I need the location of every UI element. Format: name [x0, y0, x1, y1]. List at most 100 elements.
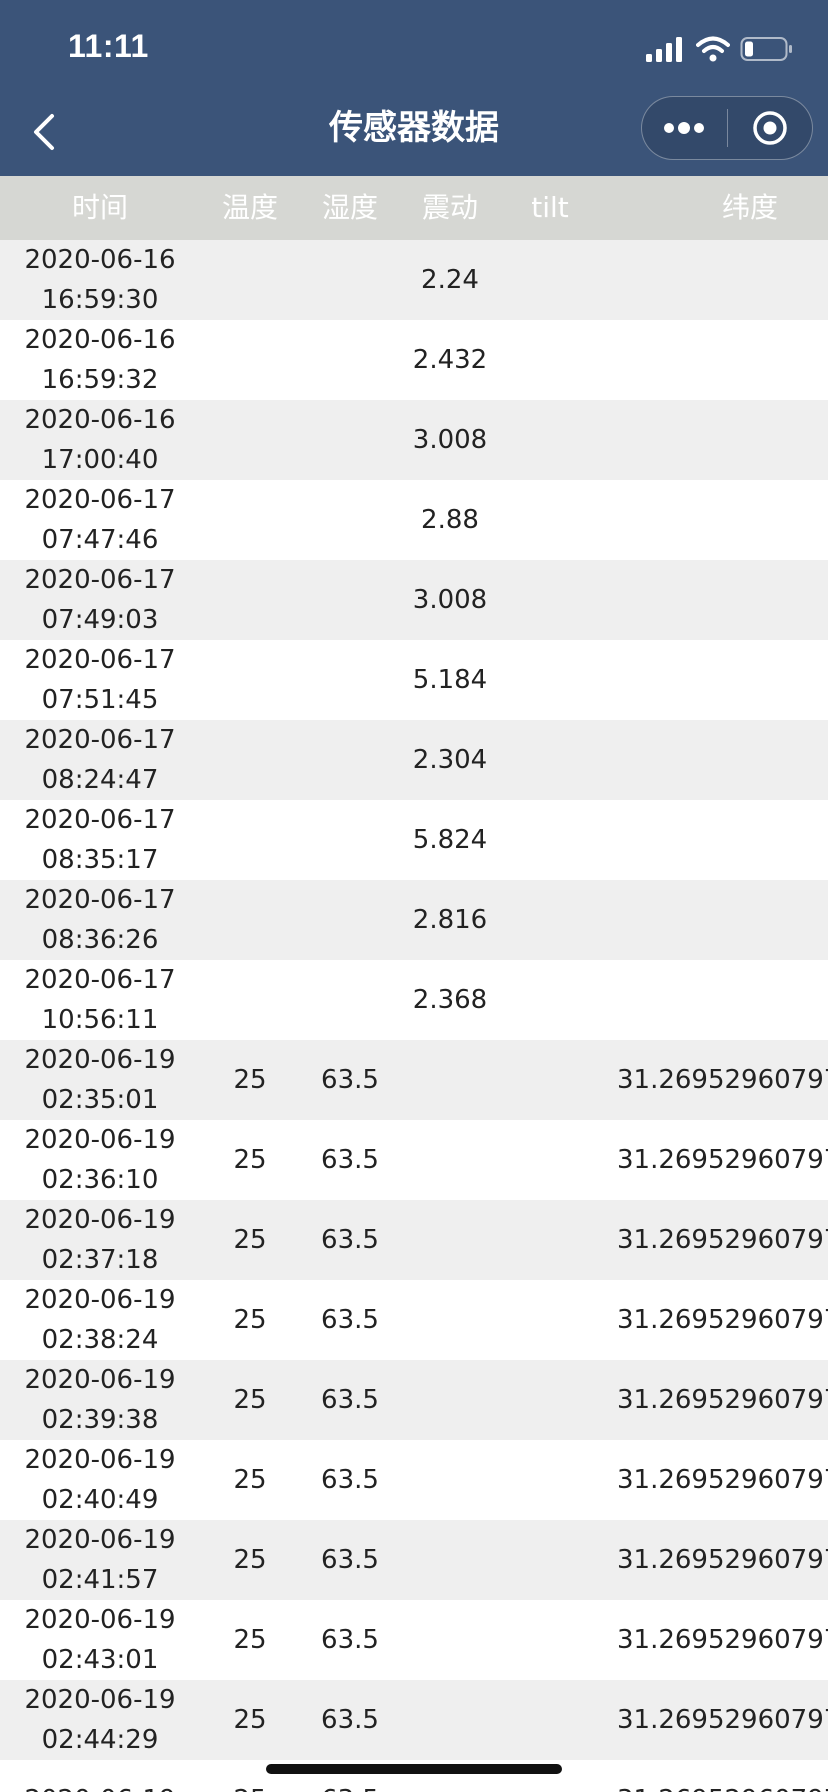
cell-tilt: [505, 1600, 595, 1680]
close-button[interactable]: [728, 97, 813, 159]
cell-time: 2020-06-17 07:49:03: [0, 560, 200, 640]
cell-date: 2020-06-19: [24, 1780, 175, 1792]
cell-vibration: 2.368: [412, 985, 488, 1015]
cell-latitude: [617, 240, 828, 320]
cell-latitude: 31.269529607971: [617, 1705, 828, 1735]
cell-date: 2020-06-19: [24, 1525, 176, 1555]
table-row[interactable]: 2020-06-19 02:37:18 25 63.5 31.269529607971: [0, 1200, 828, 1280]
table-row[interactable]: 2020-06-19 02:41:57 25 63.5 31.269529607971: [0, 1520, 828, 1600]
cell-time: 2020-06-16 17:00:40: [0, 400, 200, 480]
table-row[interactable]: 2020-06-16 16:59:32 2.432: [0, 320, 828, 400]
table-row[interactable]: 2020-06-17 08:24:47 2.304: [0, 720, 828, 800]
table-row[interactable]: 2020-06-17 10:56:11 2.368: [0, 960, 828, 1040]
home-indicator[interactable]: [266, 1764, 562, 1774]
header-latitude[interactable]: 纬度: [721, 191, 778, 224]
cell-latitude: 31.269529607971: [617, 1465, 828, 1495]
cell-latitude: [617, 960, 828, 1040]
cell-time: 2020-06-19 02:43:01: [0, 1600, 200, 1680]
table-row[interactable]: 2020-06-19 02:35:01 25 63.5 31.269529607971: [0, 1040, 828, 1120]
table-row[interactable]: 2020-06-19 02:39:38 25 63.5 31.269529607971: [0, 1360, 828, 1440]
cell-tilt: [505, 1120, 595, 1200]
header-humidity[interactable]: 湿度: [321, 191, 378, 224]
cell-tilt: [505, 1680, 595, 1760]
cell-time: 2020-06-16 16:59:32: [0, 320, 200, 400]
cell-tilt: [505, 1040, 595, 1120]
cell-vibration: 2.304: [412, 745, 488, 775]
cell-humidity: 63.5: [321, 1065, 379, 1095]
table-row[interactable]: 2020-06-19 02:40:49 25 63.5 31.269529607971: [0, 1440, 828, 1520]
cell-humidity: [305, 320, 395, 400]
table-row[interactable]: 2020-06-17 08:36:26 2.816: [0, 880, 828, 960]
cell-latitude: 31.269529607971: [617, 1760, 828, 1792]
cell-date: 2020-06-16: [24, 405, 176, 435]
cell-humidity: 63.5: [321, 1145, 379, 1175]
cell-time: 2020-06-19: [0, 1760, 200, 1792]
cell-date: 2020-06-19: [24, 1605, 176, 1635]
cell-temperature: 25: [233, 1065, 267, 1095]
table-row[interactable]: 2020-06-17 08:35:17 5.824: [0, 800, 828, 880]
table-row[interactable]: 2020-06-19 02:44:29 25 63.5 31.269529607971: [0, 1680, 828, 1760]
table-row[interactable]: 2020-06-19 02:36:10 25 63.5 31.269529607971: [0, 1120, 828, 1200]
table-row[interactable]: 2020-06-16 17:00:40 3.008: [0, 400, 828, 480]
cell-tilt: [505, 320, 595, 400]
cell-temperature: [205, 240, 295, 320]
cell-humidity: [305, 400, 395, 480]
header-vibration[interactable]: 震动: [421, 191, 478, 224]
cell-humidity: 63.5: [321, 1705, 379, 1735]
cell-latitude: 31.269529607971: [617, 1625, 828, 1655]
cell-date: 2020-06-19: [24, 1125, 176, 1155]
cell-clock: 07:47:46: [41, 525, 159, 555]
more-dots-icon: [664, 122, 705, 134]
table-row[interactable]: 2020-06-16 16:59:30 2.24: [0, 240, 828, 320]
cell-latitude: 31.269529607971: [617, 1225, 828, 1255]
cell-latitude: [617, 720, 828, 800]
table-row[interactable]: 2020-06-19 02:43:01 25 63.5 31.269529607971: [0, 1600, 828, 1680]
cell-temperature: [205, 480, 295, 560]
cell-temperature: [205, 720, 295, 800]
cell-date: 2020-06-17: [24, 565, 176, 595]
cell-humidity: 63.5: [321, 1465, 379, 1495]
cell-date: 2020-06-17: [24, 485, 176, 515]
cell-temperature: [205, 400, 295, 480]
cell-temperature: [205, 800, 295, 880]
navigation-bar: 11:11 传感器数据: [0, 0, 828, 176]
cell-temperature: 25: [233, 1705, 267, 1735]
cell-humidity: [305, 960, 395, 1040]
cell-temperature: 25: [205, 1760, 295, 1792]
cell-time: 2020-06-17 07:51:45: [0, 640, 200, 720]
mini-program-capsule: [641, 96, 813, 160]
cell-humidity: 63.5: [321, 1545, 379, 1575]
cell-latitude: 31.269529607971: [617, 1385, 828, 1415]
cell-vibration: 3.008: [412, 425, 488, 455]
cell-time: 2020-06-19 02:36:10: [0, 1120, 200, 1200]
cell-tilt: [505, 1440, 595, 1520]
cell-temperature: 25: [233, 1625, 267, 1655]
cell-date: 2020-06-17: [24, 725, 176, 755]
cell-vibration: [400, 1120, 500, 1200]
cell-latitude: [617, 800, 828, 880]
cell-time: 2020-06-19 02:37:18: [0, 1200, 200, 1280]
table-body[interactable]: 2020-06-16 16:59:30 2.24 2020-06-16 16:59:32…: [0, 240, 828, 1792]
header-tilt[interactable]: tilt: [531, 191, 569, 224]
cell-clock: 02:43:01: [41, 1645, 159, 1675]
header-temperature[interactable]: 温度: [221, 191, 278, 224]
table-row[interactable]: 2020-06-17 07:47:46 2.88: [0, 480, 828, 560]
table-row[interactable]: 2020-06-19 02:38:24 25 63.5 31.269529607971: [0, 1280, 828, 1360]
cell-date: 2020-06-17: [24, 645, 176, 675]
cell-vibration: [400, 1360, 500, 1440]
cell-time: 2020-06-17 08:36:26: [0, 880, 200, 960]
cell-date: 2020-06-19: [24, 1045, 176, 1075]
cell-temperature: [205, 560, 295, 640]
cell-vibration: 2.816: [412, 905, 488, 935]
cell-vibration: [400, 1520, 500, 1600]
cell-date: 2020-06-17: [24, 805, 176, 835]
cell-date: 2020-06-19: [24, 1365, 176, 1395]
more-button[interactable]: [642, 97, 727, 159]
table-row[interactable]: 2020-06-17 07:51:45 5.184: [0, 640, 828, 720]
battery-icon: [740, 37, 792, 61]
back-button[interactable]: [20, 104, 68, 160]
cell-clock: 07:51:45: [41, 685, 159, 715]
cell-latitude: 31.269529607971: [617, 1545, 828, 1575]
header-time[interactable]: 时间: [71, 191, 128, 224]
table-row[interactable]: 2020-06-17 07:49:03 3.008: [0, 560, 828, 640]
